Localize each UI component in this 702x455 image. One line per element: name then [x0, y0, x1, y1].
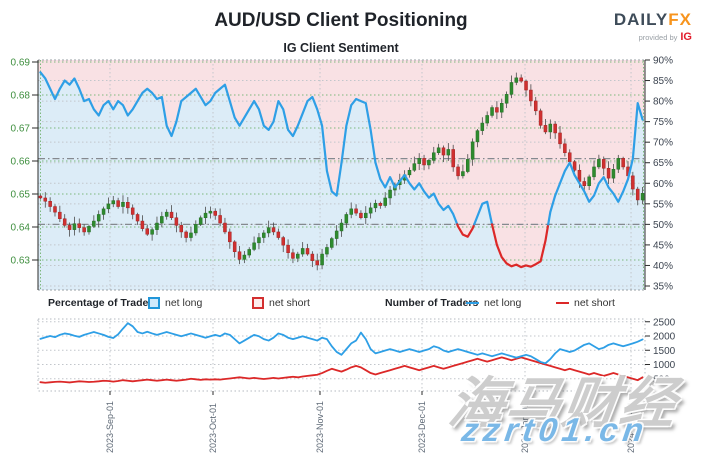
svg-text:0.68: 0.68	[11, 91, 31, 102]
svg-text:2023-Nov-01: 2023-Nov-01	[315, 401, 325, 453]
svg-text:55%: 55%	[653, 199, 673, 210]
svg-text:2023-Dec-01: 2023-Dec-01	[417, 401, 427, 453]
chart-title: AUD/USD Client Positioning	[214, 10, 468, 31]
svg-text:2024-Jan-01: 2024-Jan-01	[520, 402, 530, 453]
svg-text:0.63: 0.63	[11, 256, 31, 267]
svg-text:35%: 35%	[653, 282, 673, 293]
svg-text:75%: 75%	[653, 117, 673, 128]
svg-text:90%: 90%	[653, 56, 673, 67]
legend-item-pct-net-long: net long	[148, 297, 202, 309]
dailyfx-logo: DAILYFX provided by IG	[613, 10, 692, 43]
legend-item-num-net-short: net short	[556, 297, 615, 309]
svg-text:0.67: 0.67	[11, 124, 31, 135]
legend: Percentage of Traders net long net short…	[0, 297, 702, 313]
legend-item-pct-net-short: net short	[252, 297, 310, 309]
svg-text:80%: 80%	[653, 97, 673, 108]
svg-text:2023-Sep-01: 2023-Sep-01	[105, 401, 115, 453]
net-short-square-swatch	[252, 297, 264, 309]
svg-text:1500: 1500	[653, 346, 676, 357]
provided-by-ig: provided by IG	[638, 30, 692, 43]
svg-text:60%: 60%	[653, 179, 673, 190]
svg-text:65%: 65%	[653, 158, 673, 169]
svg-text:2000: 2000	[653, 332, 676, 343]
svg-text:85%: 85%	[653, 76, 673, 87]
svg-text:2024-Feb-01: 2024-Feb-01	[626, 401, 636, 453]
svg-text:0.64: 0.64	[11, 223, 31, 234]
svg-text:0.69: 0.69	[11, 58, 31, 69]
price-sentiment-chart: 0.69 0.68 0.67 0.66 0.65 0.64 0.63 90% 85% 80% 75%…	[11, 56, 674, 293]
dailyfx-wordmark: DAILYFX	[613, 10, 692, 29]
net-long-line-swatch	[466, 301, 479, 305]
svg-text:50%: 50%	[653, 220, 673, 231]
legend-title-percentage-of-traders: Percentage of Traders	[48, 297, 159, 309]
legend-title-number-of-traders: Number of Traders	[385, 297, 479, 309]
net-short-line-swatch	[556, 301, 569, 305]
svg-text:500: 500	[653, 374, 670, 385]
svg-text:0.65: 0.65	[11, 190, 31, 201]
trader-count-chart: 2500 2000 1500 1000 500 2023-Sep-01 2023-Oct-0…	[37, 317, 676, 453]
net-long-square-swatch	[148, 297, 160, 309]
svg-text:0.66: 0.66	[11, 157, 31, 168]
svg-text:45%: 45%	[653, 240, 673, 251]
chart-subtitle: IG Client Sentiment	[283, 41, 399, 55]
legend-item-num-net-long: net long	[466, 297, 521, 309]
svg-text:40%: 40%	[653, 261, 673, 272]
svg-text:2500: 2500	[653, 317, 676, 328]
svg-text:1000: 1000	[653, 360, 676, 371]
svg-text:2023-Oct-01: 2023-Oct-01	[208, 403, 218, 453]
svg-text:70%: 70%	[653, 138, 673, 149]
